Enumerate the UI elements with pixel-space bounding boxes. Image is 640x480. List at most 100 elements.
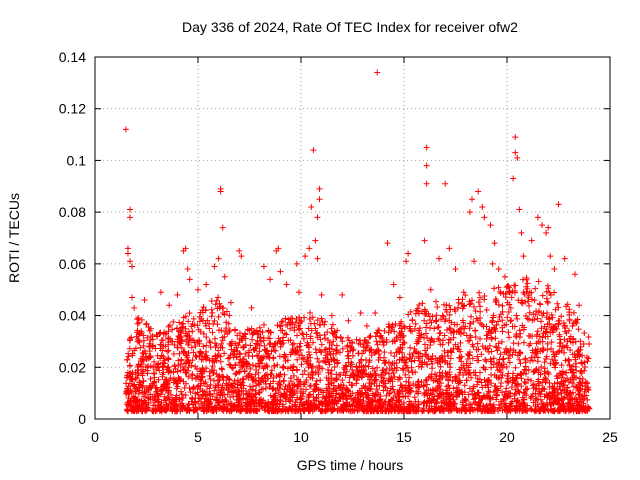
data-point <box>559 381 566 388</box>
data-point <box>480 403 487 410</box>
data-point <box>134 367 141 374</box>
data-point <box>266 354 273 361</box>
data-point <box>199 387 206 394</box>
data-point <box>321 346 328 353</box>
data-point <box>263 353 270 360</box>
data-point <box>391 353 398 360</box>
data-point <box>293 366 300 373</box>
data-point <box>447 364 454 371</box>
data-point <box>247 407 254 414</box>
data-point <box>159 337 166 344</box>
data-point <box>477 335 484 342</box>
data-point <box>427 339 434 346</box>
data-point <box>578 370 585 377</box>
data-point <box>284 357 291 364</box>
data-point <box>168 338 175 345</box>
data-point <box>458 358 465 365</box>
data-point <box>215 294 222 301</box>
data-point <box>328 367 335 374</box>
data-point <box>354 399 361 406</box>
data-point <box>357 369 364 376</box>
data-point <box>145 355 152 362</box>
data-point <box>455 346 462 353</box>
data-point <box>441 359 448 366</box>
data-point <box>584 396 591 403</box>
data-point <box>411 357 418 364</box>
data-point <box>153 331 160 338</box>
data-point <box>544 346 551 353</box>
data-point <box>330 350 337 357</box>
data-point <box>504 314 511 321</box>
data-point <box>382 384 389 391</box>
data-point <box>375 347 382 354</box>
data-point <box>455 327 462 334</box>
data-point <box>395 391 402 398</box>
data-point <box>552 306 559 313</box>
data-point <box>219 373 226 380</box>
data-point <box>219 384 226 391</box>
data-point <box>299 405 306 412</box>
data-point <box>167 368 174 375</box>
data-point <box>296 380 303 387</box>
data-point <box>548 345 555 352</box>
data-point <box>209 363 216 370</box>
data-point <box>183 332 190 339</box>
data-point <box>358 373 365 380</box>
data-point <box>425 397 432 404</box>
data-point <box>366 357 373 364</box>
data-point <box>549 383 556 390</box>
data-point <box>226 312 233 319</box>
data-point <box>575 401 582 408</box>
data-point <box>405 379 412 386</box>
data-point <box>159 347 166 354</box>
data-point <box>534 358 541 365</box>
data-point <box>233 354 240 361</box>
data-point <box>494 392 501 399</box>
data-point <box>548 339 555 346</box>
data-point <box>127 337 134 344</box>
data-point <box>240 376 247 383</box>
data-point <box>448 403 455 410</box>
data-point <box>313 349 320 356</box>
data-point <box>158 387 165 394</box>
data-point <box>520 276 527 283</box>
data-point <box>178 357 185 364</box>
data-point <box>230 393 237 400</box>
data-point <box>515 340 522 347</box>
data-point <box>507 318 514 325</box>
data-point <box>561 382 568 389</box>
data-point <box>429 360 436 367</box>
data-point <box>564 301 571 308</box>
data-point <box>469 355 476 362</box>
data-point <box>373 402 380 409</box>
data-point <box>421 237 428 244</box>
data-point <box>172 394 179 401</box>
data-point <box>438 380 445 387</box>
data-point <box>270 343 277 350</box>
data-point <box>503 393 510 400</box>
data-point <box>472 308 479 315</box>
data-point <box>475 402 482 409</box>
data-point <box>481 292 488 299</box>
data-point <box>328 342 335 349</box>
data-point <box>185 358 192 365</box>
data-point <box>549 388 556 395</box>
data-point <box>297 340 304 347</box>
data-point <box>465 371 472 378</box>
data-point <box>355 350 362 357</box>
data-point <box>373 338 380 345</box>
data-point <box>134 316 141 323</box>
data-point <box>500 395 507 402</box>
data-point <box>547 402 554 409</box>
data-point <box>505 378 512 385</box>
data-point <box>160 359 167 366</box>
data-point <box>351 373 358 380</box>
data-point <box>526 302 533 309</box>
data-point <box>399 334 406 341</box>
data-point <box>194 372 201 379</box>
data-point <box>279 318 286 325</box>
data-point <box>267 329 274 336</box>
data-point <box>581 388 588 395</box>
data-point <box>177 400 184 407</box>
data-point <box>139 353 146 360</box>
